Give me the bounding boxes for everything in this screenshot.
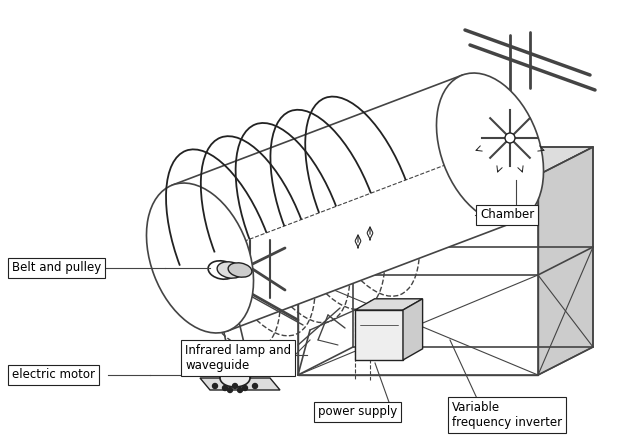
Ellipse shape (228, 263, 252, 277)
Polygon shape (200, 378, 280, 390)
Text: Infrared lamp and
waveguide: Infrared lamp and waveguide (185, 344, 291, 372)
Ellipse shape (217, 262, 243, 278)
Ellipse shape (147, 183, 253, 333)
Ellipse shape (208, 261, 236, 279)
Ellipse shape (248, 368, 258, 376)
Circle shape (243, 385, 248, 390)
Ellipse shape (220, 359, 250, 377)
Polygon shape (298, 147, 593, 175)
Circle shape (232, 384, 237, 389)
Circle shape (227, 388, 232, 392)
Circle shape (223, 385, 227, 390)
Polygon shape (355, 299, 422, 310)
Text: Variable
frequency inverter: Variable frequency inverter (452, 401, 562, 429)
Polygon shape (355, 310, 403, 360)
Polygon shape (172, 75, 518, 331)
Circle shape (212, 384, 218, 389)
Circle shape (505, 133, 515, 143)
Polygon shape (298, 175, 538, 375)
Circle shape (237, 388, 243, 392)
Text: Belt and pulley: Belt and pulley (12, 262, 101, 274)
Ellipse shape (436, 73, 543, 223)
Ellipse shape (220, 369, 250, 387)
Polygon shape (538, 147, 593, 375)
Circle shape (253, 384, 257, 389)
Text: power supply: power supply (318, 405, 397, 419)
Text: electric motor: electric motor (12, 369, 95, 381)
Polygon shape (403, 299, 422, 360)
Text: Chamber: Chamber (480, 209, 534, 221)
